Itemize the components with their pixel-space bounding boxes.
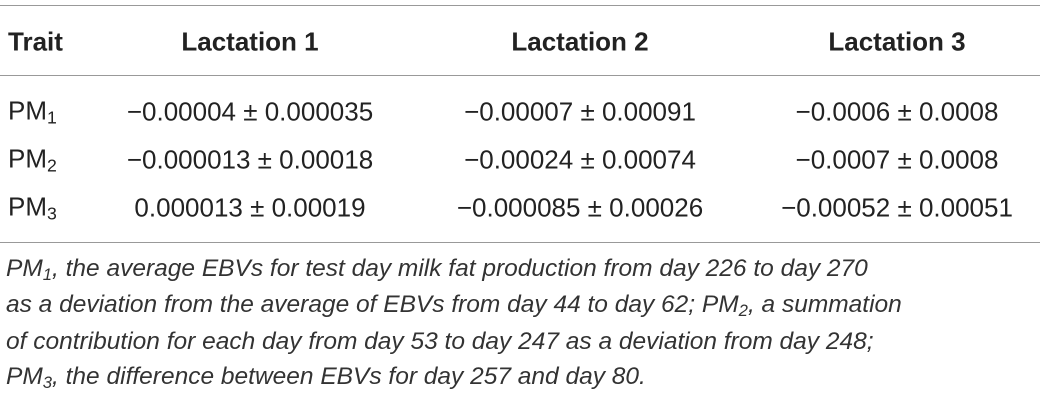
label-subscript: 3 bbox=[47, 203, 57, 224]
footnote-subscript: 2 bbox=[738, 301, 748, 321]
label-base: PM bbox=[8, 191, 47, 222]
footnote-line: PM1, the average EBVs for test day milk … bbox=[6, 255, 868, 285]
header-cell: Lactation 1 bbox=[181, 26, 319, 57]
footnote-subscript: 3 bbox=[42, 373, 53, 393]
label-base: PM bbox=[8, 143, 47, 174]
header-cell: Lactation 3 bbox=[828, 26, 966, 57]
footnote-text: , a summation bbox=[747, 290, 902, 318]
row-label: PM3 bbox=[8, 191, 57, 224]
table-cell: −0.00007 ± 0.00091 bbox=[464, 96, 696, 127]
header-cell: Lactation 2 bbox=[511, 26, 649, 57]
table-cell: −0.000085 ± 0.00026 bbox=[456, 192, 704, 223]
header-rule bbox=[0, 75, 1040, 76]
footnote-line: of contribution for each day from day 53… bbox=[6, 328, 874, 356]
header-cell: Trait bbox=[8, 26, 63, 57]
table-cell: −0.000013 ± 0.00018 bbox=[126, 144, 374, 175]
row-label: PM2 bbox=[8, 143, 57, 176]
table-cell: −0.00052 ± 0.00051 bbox=[781, 192, 1013, 223]
footnote-text: , the difference between EBVs for day 25… bbox=[52, 362, 646, 390]
bottom-rule bbox=[0, 242, 1040, 243]
table-cell: −0.0007 ± 0.0008 bbox=[795, 144, 999, 175]
row-label: PM1 bbox=[8, 95, 57, 128]
footnote-subscript: 1 bbox=[42, 265, 53, 285]
footnote-text: of contribution for each day from day 53… bbox=[6, 328, 874, 355]
label-subscript: 2 bbox=[47, 155, 57, 176]
label-subscript: 1 bbox=[47, 107, 57, 128]
top-rule bbox=[0, 5, 1040, 6]
footnote-text: PM bbox=[6, 362, 43, 390]
footnote-text: as a deviation from the average of EBVs … bbox=[6, 290, 739, 318]
label-base: PM bbox=[8, 95, 47, 126]
table-cell: −0.0006 ± 0.0008 bbox=[795, 96, 999, 127]
footnote-text: , the average EBVs for test day milk fat… bbox=[52, 254, 868, 282]
table-cell: 0.000013 ± 0.00019 bbox=[134, 192, 366, 223]
footnote-line: PM3, the difference between EBVs for day… bbox=[6, 363, 646, 393]
table-cell: −0.00024 ± 0.00074 bbox=[464, 144, 696, 175]
footnote-text: PM bbox=[6, 254, 43, 282]
table-cell: −0.00004 ± 0.000035 bbox=[126, 96, 374, 127]
footnote-line: as a deviation from the average of EBVs … bbox=[6, 291, 902, 321]
